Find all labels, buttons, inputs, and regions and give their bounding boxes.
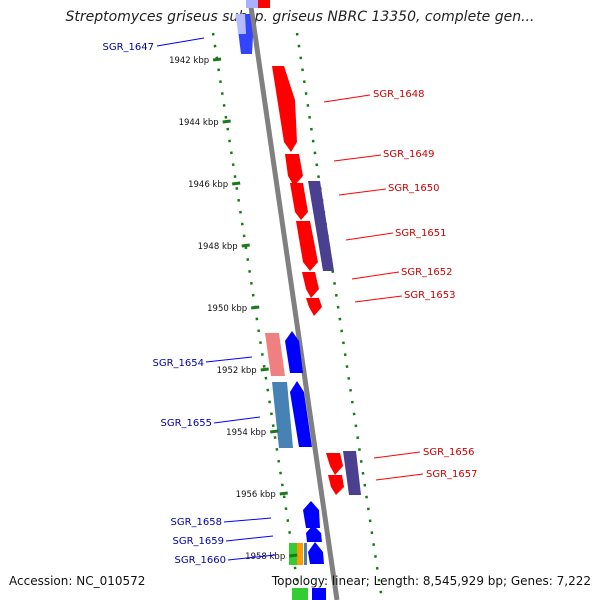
gene-sgr-1654[interactable] bbox=[265, 333, 285, 376]
label-sgr-1647[interactable]: SGR_1647 bbox=[103, 42, 155, 53]
label-sgr-1658[interactable]: SGR_1658 bbox=[171, 517, 223, 528]
gene-sgr-1656[interactable] bbox=[326, 453, 343, 475]
gene-partial-bottom-a bbox=[292, 588, 308, 600]
scale-label: 1954 kbp bbox=[226, 428, 266, 438]
gene-sgr-1660-c[interactable] bbox=[297, 543, 303, 565]
gene-sgr-1650[interactable] bbox=[290, 183, 308, 220]
gene-sgr-1647-highlight bbox=[235, 14, 246, 34]
label-sgr-1660[interactable]: SGR_1660 bbox=[175, 555, 227, 566]
callout-sgr-1660 bbox=[227, 554, 276, 561]
scale-label: 1944 kbp bbox=[179, 118, 219, 128]
scale-tick bbox=[241, 243, 250, 248]
topology-text: Topology: linear; Length: 8,545,929 bp; … bbox=[271, 574, 591, 588]
callout-sgr-1654 bbox=[205, 356, 253, 363]
gene-sgr-1648[interactable] bbox=[272, 66, 297, 152]
gene-sgr-1660[interactable] bbox=[289, 543, 297, 565]
scale-tick bbox=[251, 305, 260, 310]
scale-tick bbox=[289, 553, 298, 558]
label-sgr-1650[interactable]: SGR_1650 bbox=[388, 183, 440, 194]
scale-label: 1948 kbp bbox=[198, 242, 238, 252]
gene-sgr-1653[interactable] bbox=[306, 298, 322, 316]
label-sgr-1653[interactable]: SGR_1653 bbox=[404, 290, 456, 301]
accession-text: Accession: NC_010572 bbox=[9, 574, 146, 588]
callout-sgr-1655 bbox=[213, 416, 261, 424]
callout-sgr-1659 bbox=[225, 535, 274, 542]
gene-sgr-1651[interactable] bbox=[296, 221, 318, 271]
scale-tick bbox=[260, 367, 269, 372]
scale-tick bbox=[231, 181, 241, 186]
callout-sgr-1652 bbox=[351, 271, 400, 280]
label-sgr-1655[interactable]: SGR_1655 bbox=[161, 418, 213, 429]
gene-sgr-1660-d[interactable] bbox=[304, 543, 307, 565]
callout-sgr-1656 bbox=[373, 451, 421, 459]
gene-sgr-1660-b[interactable] bbox=[308, 542, 324, 564]
label-sgr-1657[interactable]: SGR_1657 bbox=[426, 469, 478, 480]
label-sgr-1651[interactable]: SGR_1651 bbox=[395, 228, 447, 239]
scale-label: 1952 kbp bbox=[217, 366, 257, 376]
gene-partial-top-b bbox=[258, 0, 270, 8]
callout-sgr-1653 bbox=[354, 295, 403, 303]
label-sgr-1652[interactable]: SGR_1652 bbox=[401, 267, 453, 278]
scale-tick bbox=[212, 57, 222, 62]
callout-sgr-1649 bbox=[333, 154, 382, 162]
gene-sgr-1654-b[interactable] bbox=[285, 331, 303, 373]
gene-sgr-1658[interactable] bbox=[303, 501, 320, 528]
scale-tick bbox=[222, 119, 231, 124]
gene-sgr-1652[interactable] bbox=[302, 272, 319, 298]
scale-tick bbox=[279, 491, 288, 496]
gene-sgr-1657[interactable] bbox=[328, 475, 344, 495]
callout-sgr-1647 bbox=[156, 37, 205, 47]
callout-sgr-1651 bbox=[345, 232, 394, 241]
scale-label: 1956 kbp bbox=[236, 490, 276, 500]
scale-label: 1950 kbp bbox=[207, 304, 247, 314]
gene-sgr-1656-band[interactable] bbox=[343, 451, 361, 495]
scale-tick bbox=[270, 429, 279, 434]
gene-sgr-1659[interactable] bbox=[306, 525, 322, 542]
gene-sgr-1649[interactable] bbox=[285, 154, 303, 186]
label-sgr-1649[interactable]: SGR_1649 bbox=[383, 149, 435, 160]
map-title: Streptomyces griseus subsp. griseus NBRC… bbox=[65, 9, 535, 25]
callout-sgr-1658 bbox=[223, 517, 272, 523]
gene-sgr-1655-b[interactable] bbox=[290, 381, 312, 447]
callout-sgr-1648 bbox=[323, 94, 371, 103]
callout-sgr-1650 bbox=[338, 188, 387, 196]
scale-label: 1942 kbp bbox=[169, 56, 209, 66]
gene-partial-bottom-b bbox=[312, 588, 326, 600]
gene-partial-top-a bbox=[246, 0, 258, 8]
scale-label: 1946 kbp bbox=[188, 180, 228, 190]
sequence-axis bbox=[247, 0, 340, 600]
scale-label: 1958 kbp bbox=[245, 552, 285, 562]
callout-sgr-1657 bbox=[375, 473, 424, 481]
label-sgr-1659[interactable]: SGR_1659 bbox=[173, 536, 225, 547]
label-sgr-1648[interactable]: SGR_1648 bbox=[373, 89, 425, 100]
label-sgr-1656[interactable]: SGR_1656 bbox=[423, 447, 475, 458]
gene-sgr-1650-band[interactable] bbox=[308, 181, 334, 271]
label-sgr-1654[interactable]: SGR_1654 bbox=[153, 358, 205, 369]
